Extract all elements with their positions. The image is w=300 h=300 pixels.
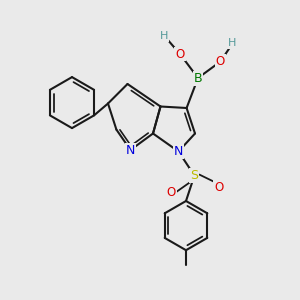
Text: N: N xyxy=(174,145,183,158)
Text: H: H xyxy=(160,31,169,41)
Text: H: H xyxy=(228,38,237,49)
Text: O: O xyxy=(167,185,176,199)
Text: S: S xyxy=(190,169,198,182)
Text: O: O xyxy=(176,47,184,61)
Text: O: O xyxy=(216,55,225,68)
Text: B: B xyxy=(194,71,202,85)
Text: O: O xyxy=(214,181,224,194)
Text: N: N xyxy=(126,143,135,157)
